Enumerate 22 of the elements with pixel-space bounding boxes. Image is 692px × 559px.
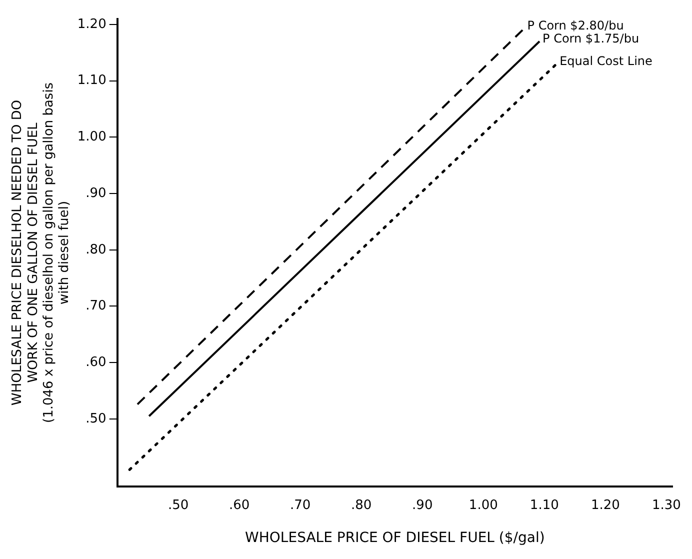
text: 1.00 xyxy=(77,130,106,145)
x-tick-label: .70 xyxy=(290,498,311,513)
x-tick-label: .50 xyxy=(168,498,189,513)
y-axis-title: WHOLESALE PRICE DIESELHOL NEEDED TO DO WORK OF ONE GALLON OF DIESEL FUEL (1.046 x price of dieselhol on gallon per gallon basis with diesel fuel) xyxy=(10,82,72,423)
y-tick-label: .70 xyxy=(86,298,106,314)
y-tick-label: .50 xyxy=(86,411,106,426)
text: 1.20 xyxy=(77,16,106,32)
x-tick-label: .60 xyxy=(229,498,250,513)
y-tick-label: .60 xyxy=(86,354,106,370)
x-tick-label: .80 xyxy=(351,498,372,513)
text: 1.20 xyxy=(590,498,620,513)
text: 1.00 xyxy=(468,498,498,513)
text: 1.10 xyxy=(77,73,106,88)
series-label: Equal Cost Line xyxy=(560,54,652,68)
text: 1.30 xyxy=(652,498,681,513)
series-label: P Corn $2.80/bu xyxy=(527,18,624,33)
text: 1.10 xyxy=(530,498,559,513)
x-axis-title: WHOLESALE PRICE OF DIESEL FUEL ($/gal) xyxy=(245,530,545,546)
y-tick-label: .80 xyxy=(86,242,106,258)
x-tick-label: .90 xyxy=(412,498,433,513)
series-label: P Corn $1.75/bu xyxy=(542,31,640,46)
y-tick-label: .90 xyxy=(86,186,106,201)
